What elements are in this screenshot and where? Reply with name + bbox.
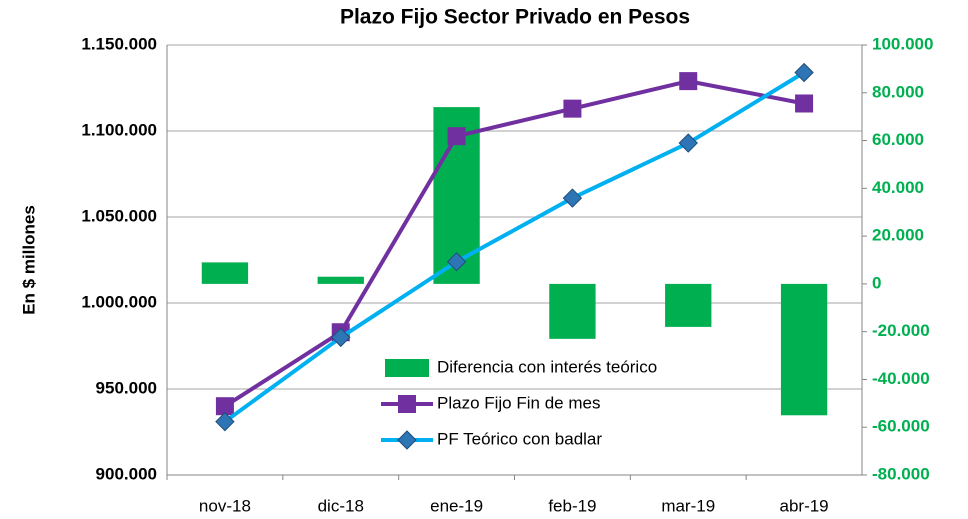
y-tick-label: 950.000 (96, 378, 157, 397)
marker (562, 188, 583, 208)
marker (794, 62, 814, 83)
marker (215, 397, 234, 416)
y2-tick-label: 40.000 (872, 178, 924, 197)
y2-tick-label: 20.000 (872, 226, 924, 245)
legend-label: PF Teórico con badlar (437, 429, 602, 448)
legend-marker (397, 430, 417, 450)
x-tick-label: ene-19 (430, 496, 483, 515)
legend-label: Plazo Fijo Fin de mes (437, 393, 600, 412)
y-tick-label: 1.000.000 (81, 292, 157, 311)
y2-tick-label: 60.000 (872, 130, 924, 149)
marker (446, 252, 467, 272)
bar (201, 262, 249, 284)
marker (563, 99, 582, 118)
x-tick-label: nov-18 (199, 496, 251, 515)
marker (795, 94, 814, 113)
y2-tick-label: 0 (872, 273, 881, 292)
bar (549, 283, 596, 339)
bar (780, 283, 828, 416)
marker (331, 327, 351, 348)
y2-tick-label: -40.000 (872, 369, 930, 388)
x-tick-label: dic-18 (318, 496, 364, 515)
x-tick-label: mar-19 (661, 496, 715, 515)
y2-tick-label: -80.000 (872, 464, 930, 483)
bar (665, 283, 712, 327)
line (223, 79, 805, 408)
y2-tick-label: -20.000 (872, 321, 930, 340)
y-axis-label: En $ millones (19, 205, 38, 315)
legend-label: Diferencia con interés teórico (437, 357, 657, 376)
y-tick-label: 900.000 (96, 464, 157, 483)
y-tick-label: 1.100.000 (81, 120, 157, 139)
marker (447, 127, 466, 146)
x-tick-label: abr-19 (780, 496, 829, 515)
legend-marker (398, 395, 416, 413)
bar (317, 276, 364, 284)
y-tick-label: 1.050.000 (81, 206, 157, 225)
marker (678, 133, 698, 153)
legend-swatch (385, 359, 429, 377)
line (223, 70, 806, 424)
y2-tick-label: -60.000 (872, 417, 930, 436)
marker (679, 72, 698, 91)
marker (215, 411, 235, 432)
y2-tick-label: 80.000 (872, 82, 924, 101)
y2-tick-label: 100.000 (872, 34, 933, 53)
x-tick-label: feb-19 (548, 496, 596, 515)
y-tick-label: 1.150.000 (81, 34, 157, 53)
chart-title: Plazo Fijo Sector Privado en Pesos (340, 6, 690, 29)
